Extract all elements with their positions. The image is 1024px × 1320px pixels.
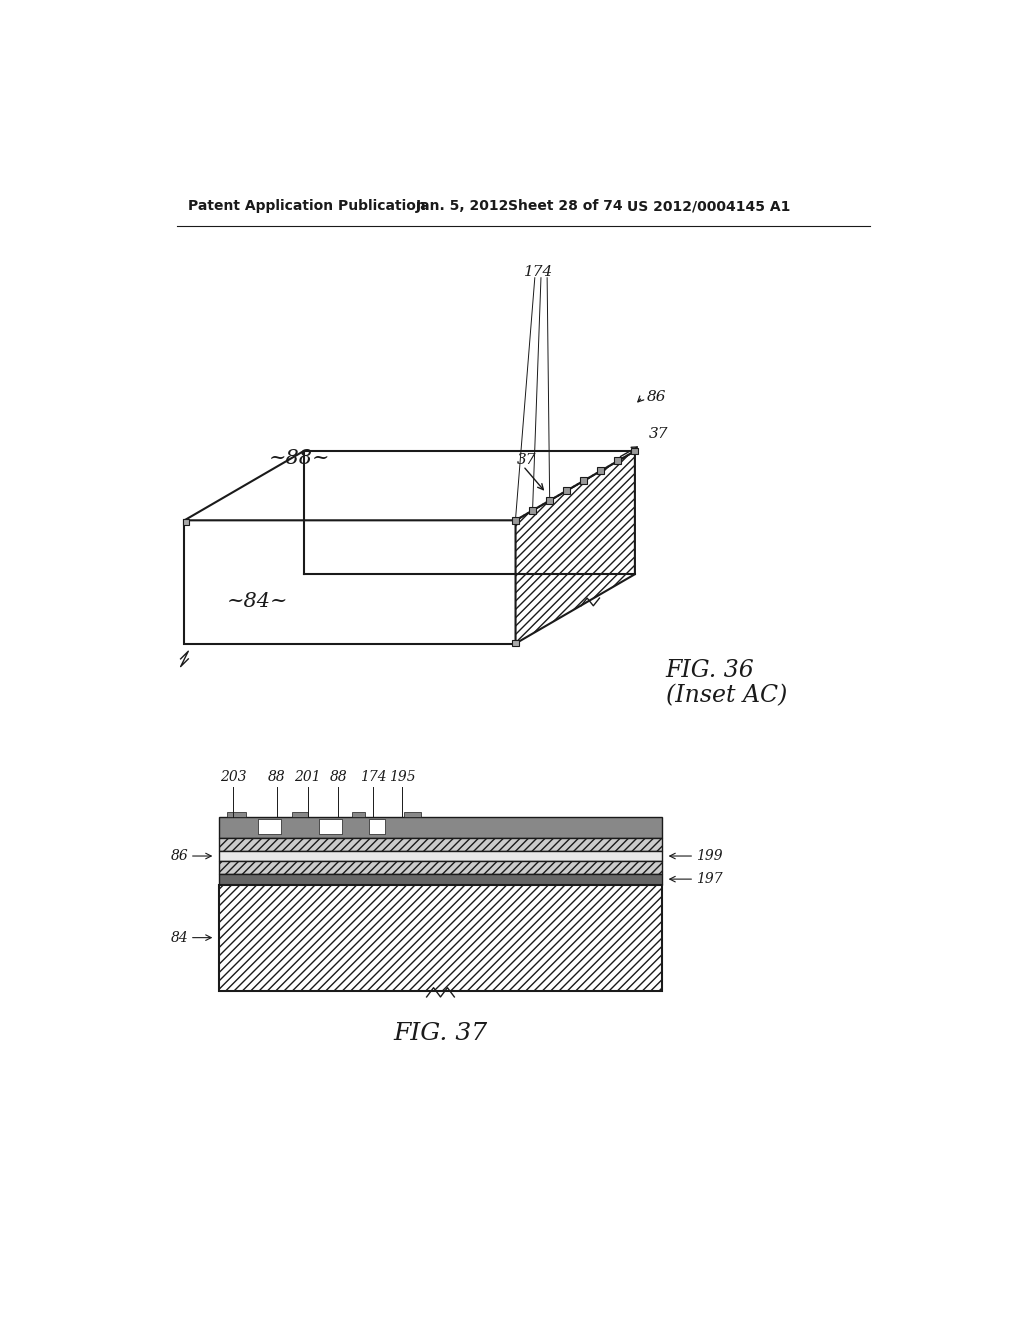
Polygon shape [219, 850, 662, 862]
Polygon shape [614, 458, 622, 465]
Text: (Inset AC): (Inset AC) [666, 684, 787, 708]
Polygon shape [219, 817, 662, 838]
Polygon shape [546, 498, 553, 504]
Text: 37: 37 [517, 453, 537, 467]
Polygon shape [219, 874, 662, 884]
Text: Patent Application Publication: Patent Application Publication [188, 199, 426, 213]
Polygon shape [219, 838, 662, 850]
Text: US 2012/0004145 A1: US 2012/0004145 A1 [628, 199, 791, 213]
Polygon shape [226, 812, 246, 817]
Text: Sheet 28 of 74: Sheet 28 of 74 [508, 199, 623, 213]
Polygon shape [597, 467, 604, 474]
Text: 174: 174 [524, 265, 553, 280]
Text: ~88~: ~88~ [269, 449, 331, 469]
Polygon shape [581, 478, 587, 484]
Polygon shape [512, 640, 518, 645]
Polygon shape [258, 818, 281, 834]
Polygon shape [370, 818, 385, 834]
Polygon shape [184, 520, 515, 644]
Text: FIG. 37: FIG. 37 [393, 1022, 487, 1044]
Text: 86: 86 [171, 849, 188, 863]
Text: 203: 203 [220, 771, 247, 784]
Text: 199: 199 [696, 849, 723, 863]
Polygon shape [403, 812, 421, 817]
Polygon shape [292, 812, 307, 817]
Polygon shape [219, 884, 662, 991]
Text: 84: 84 [171, 931, 188, 945]
Text: 88: 88 [330, 771, 347, 784]
Text: ~84~: ~84~ [227, 591, 289, 611]
Polygon shape [184, 451, 635, 520]
Polygon shape [319, 818, 342, 834]
Text: Jan. 5, 2012: Jan. 5, 2012 [416, 199, 509, 213]
Text: 37: 37 [649, 428, 669, 441]
Text: 174: 174 [359, 771, 386, 784]
Polygon shape [529, 507, 537, 513]
Text: 195: 195 [389, 771, 416, 784]
Text: 88: 88 [268, 771, 286, 784]
Polygon shape [563, 487, 570, 494]
Polygon shape [351, 812, 366, 817]
Polygon shape [219, 862, 662, 874]
Polygon shape [515, 451, 635, 644]
Text: 86: 86 [646, 391, 666, 404]
Text: 201: 201 [294, 771, 321, 784]
Polygon shape [183, 519, 189, 525]
Polygon shape [512, 517, 519, 524]
Text: FIG. 36: FIG. 36 [666, 659, 755, 682]
Text: 197: 197 [696, 873, 723, 886]
Polygon shape [632, 447, 638, 454]
